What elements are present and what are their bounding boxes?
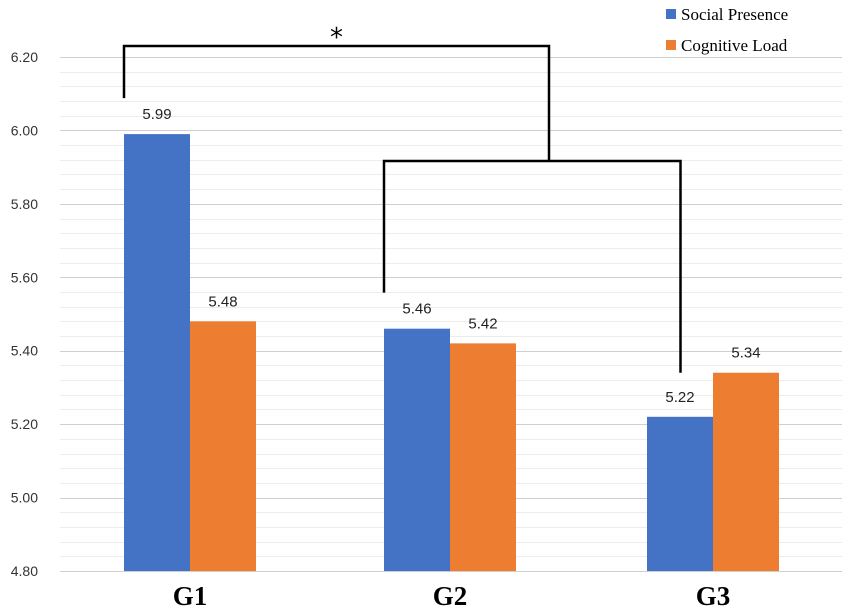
y-axis-tick-labels: 4.80 5.00 5.20 5.40 5.60 5.80 6.00 6.20 <box>11 49 38 579</box>
significance-bracket: * <box>122 23 682 373</box>
y-tick-label: 5.40 <box>11 343 38 359</box>
bar-g1-social-presence <box>124 134 190 571</box>
y-tick-label: 5.80 <box>11 196 38 212</box>
data-label: 5.48 <box>208 293 237 310</box>
legend-swatch-cognitive-load <box>666 40 676 50</box>
bar-g3-cognitive-load <box>713 372 779 571</box>
bar-g3-social-presence <box>647 416 713 571</box>
data-label: 5.99 <box>142 106 171 123</box>
category-label-g3: G3 <box>696 581 731 611</box>
data-labels: 5.99 5.48 5.46 5.42 5.22 5.34 <box>142 106 760 406</box>
y-tick-label: 6.20 <box>11 49 38 65</box>
y-tick-label: 5.60 <box>11 269 38 285</box>
bar-g1-cognitive-load <box>190 321 256 571</box>
legend: Social Presence Cognitive Load <box>666 5 788 55</box>
category-label-g2: G2 <box>433 581 468 611</box>
bar-g2-cognitive-load <box>450 343 516 571</box>
legend-label-cognitive-load: Cognitive Load <box>681 36 788 55</box>
y-tick-label: 5.20 <box>11 416 38 432</box>
bar-g2-social-presence <box>384 328 450 571</box>
category-label-g1: G1 <box>173 581 208 611</box>
category-labels: G1 G2 G3 <box>173 581 731 611</box>
legend-swatch-social-presence <box>666 9 676 19</box>
data-label: 5.34 <box>731 345 760 362</box>
bracket-lines <box>122 44 682 373</box>
y-tick-label: 5.00 <box>11 490 38 506</box>
y-tick-label: 6.00 <box>11 122 38 138</box>
bars <box>124 134 779 571</box>
data-label: 5.22 <box>665 389 694 406</box>
data-label: 5.46 <box>402 301 431 318</box>
legend-label-social-presence: Social Presence <box>681 5 788 24</box>
significance-star: * <box>330 23 343 53</box>
y-tick-label: 4.80 <box>11 563 38 579</box>
data-label: 5.42 <box>468 315 497 332</box>
